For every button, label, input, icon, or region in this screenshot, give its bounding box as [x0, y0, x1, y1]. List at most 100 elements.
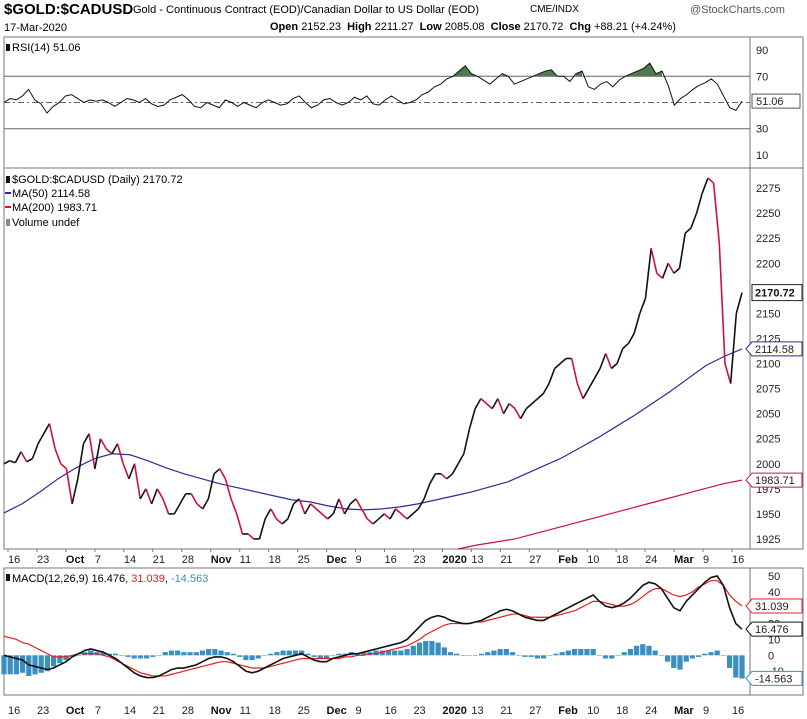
price-segment: [162, 498, 170, 515]
price-x-label: 13: [471, 554, 483, 566]
open-value: 2152.23: [301, 21, 341, 33]
price-segment: [639, 298, 647, 314]
price-segment: [707, 177, 715, 184]
price-segment: [650, 248, 658, 274]
price-segment: [338, 498, 346, 515]
macd-histogram-bar: [286, 650, 292, 656]
price-x-label: 2020: [442, 554, 466, 566]
macd-x-label: 16: [8, 705, 20, 717]
macd-histogram-bar: [454, 653, 460, 656]
macd-histogram-bar: [398, 650, 404, 656]
chg-label: Chg: [569, 21, 591, 33]
price-segment: [3, 460, 11, 465]
macd-legend-part: ,: [165, 573, 171, 585]
macd-tag: [745, 621, 803, 637]
macd-histogram-bar: [280, 650, 286, 656]
rsi-legend: RSI(14) 51.06: [12, 42, 80, 54]
volume-legend: Volume undef: [12, 217, 80, 229]
rsi-overbought-fill: [575, 71, 583, 77]
macd-histogram-bar: [621, 652, 627, 656]
macd-histogram-bar: [528, 655, 534, 657]
price-tick-label: 1925: [756, 534, 780, 546]
price-segment: [281, 518, 289, 525]
macd-histogram-bar: [57, 655, 63, 664]
price-segment: [9, 460, 16, 464]
macd-histogram-bar: [75, 655, 82, 656]
price-x-label: Mar: [674, 554, 694, 566]
price-segment: [491, 398, 499, 410]
price-segment: [43, 423, 51, 435]
stockcharts-brand[interactable]: @StockCharts.com: [690, 4, 785, 16]
price-x-label: 9: [356, 554, 362, 566]
price-segment: [440, 473, 448, 480]
price-segment: [94, 438, 102, 469]
macd-x-label: 18: [269, 705, 281, 717]
price-segment: [701, 177, 709, 194]
macd-legend-part: MACD(12,26,9) 16.476,: [12, 573, 131, 585]
price-x-label: 7: [95, 554, 101, 566]
macd-histogram-bar: [689, 655, 696, 659]
price-segment: [31, 443, 39, 460]
price-segment: [383, 513, 391, 520]
price-segment: [684, 227, 692, 234]
price-segment: [139, 488, 147, 500]
price-segment: [695, 192, 704, 214]
price-segment: [14, 451, 22, 464]
price-segment: [264, 508, 272, 520]
macd-histogram-bar: [212, 648, 218, 656]
macd-histogram-bar: [175, 650, 181, 656]
macd-histogram-bar: [323, 655, 330, 659]
price-segment: [605, 353, 613, 369]
price-segment: [712, 182, 721, 244]
high-value: 2211.27: [374, 21, 414, 33]
price-x-label: 28: [182, 554, 194, 566]
price-segment: [133, 463, 142, 499]
price-segment: [429, 473, 437, 485]
open-label: Open: [270, 21, 299, 33]
macd-histogram-bar: [144, 655, 150, 659]
rsi-value-tag: [751, 93, 801, 109]
price-segment: [400, 513, 408, 520]
macd-x-label: 24: [645, 705, 657, 717]
price-segment: [366, 518, 374, 525]
macd-x-label: 16: [384, 705, 396, 717]
price-x-label: 16: [8, 554, 20, 566]
price-segment: [230, 498, 238, 515]
rsi-value-tag-label: 51.06: [756, 96, 784, 108]
price-segment: [508, 403, 516, 410]
macd-legend-swatch: [6, 574, 10, 581]
price-segment: [417, 498, 425, 510]
price-segment: [576, 383, 584, 399]
price-segment: [480, 398, 488, 405]
price-segment: [179, 493, 187, 505]
macd-histogram-bar: [491, 650, 497, 656]
price-x-label: 14: [124, 554, 136, 566]
price-segment: [627, 333, 635, 344]
macd-histogram-bar: [19, 655, 26, 673]
price-segment: [622, 342, 629, 350]
macd-histogram-bar: [565, 650, 571, 656]
close-label: Close: [490, 21, 521, 33]
price-segment: [235, 513, 244, 535]
macd-histogram-bar: [447, 652, 454, 656]
macd-histogram-bar: [429, 641, 435, 656]
macd-histogram-bar: [602, 655, 609, 659]
price-segment: [224, 478, 232, 500]
price-segment: [525, 403, 533, 410]
macd-histogram-bar: [119, 655, 125, 656]
macd-histogram-bar: [113, 653, 119, 656]
rsi-line: [3, 62, 743, 114]
macd-histogram-bar: [156, 655, 162, 656]
price-segment: [201, 498, 210, 510]
macd-histogram-bar: [534, 655, 540, 659]
price-segment: [349, 498, 357, 505]
price-segment: [537, 392, 544, 400]
macd-x-label: 14: [124, 705, 136, 717]
macd-histogram-bar: [44, 655, 51, 672]
macd-x-label: 23: [413, 705, 425, 717]
macd-x-label: Nov: [211, 705, 233, 717]
price-segment: [463, 428, 471, 454]
macd-histogram-bar: [268, 653, 274, 656]
price-segment: [54, 448, 62, 465]
